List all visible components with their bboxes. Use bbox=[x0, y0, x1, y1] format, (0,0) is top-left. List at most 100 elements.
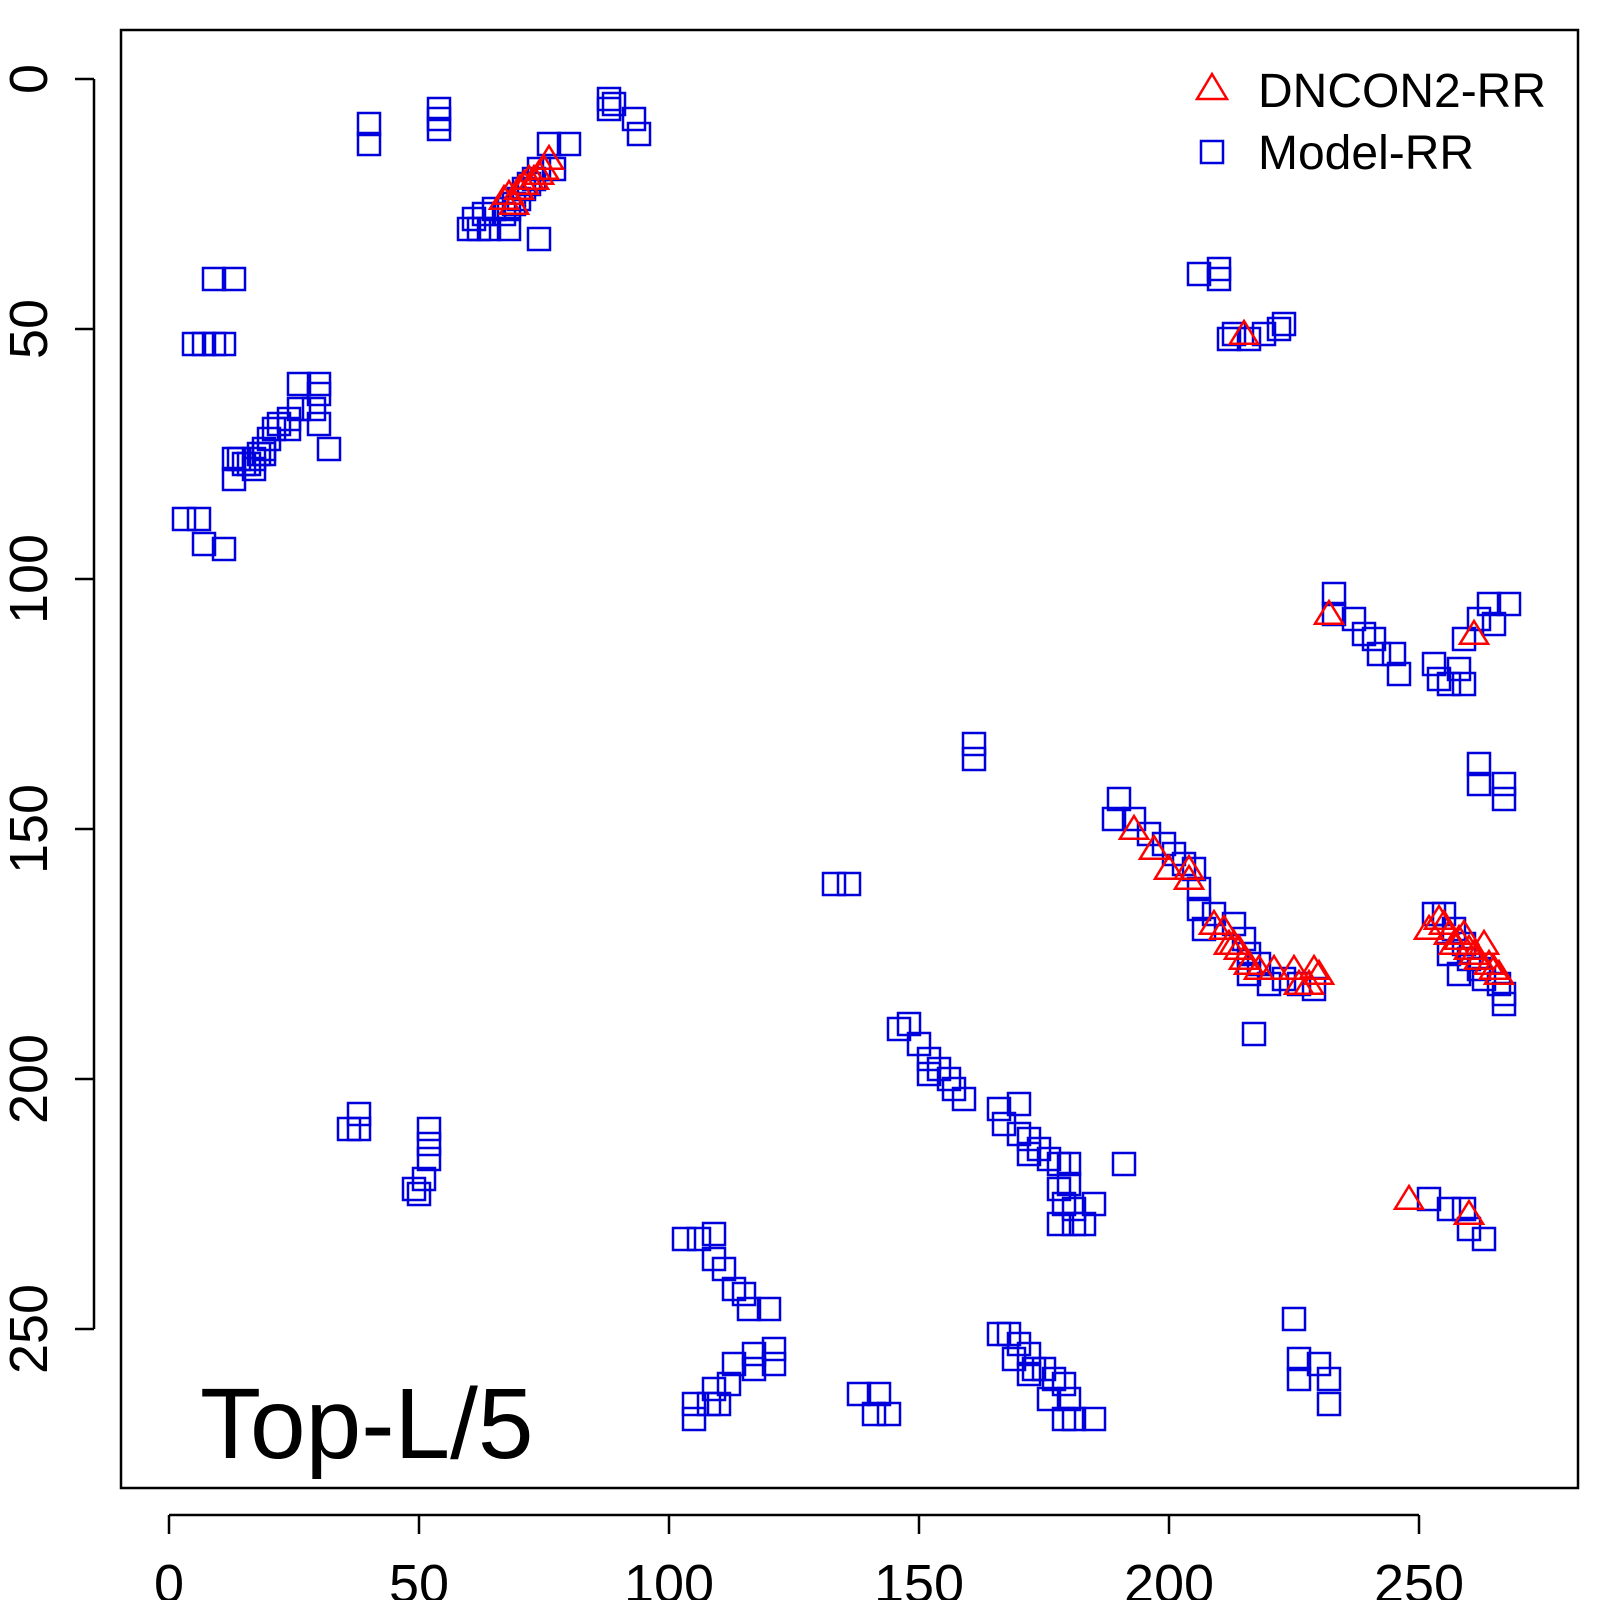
model-rr-point bbox=[336, 1116, 362, 1142]
model-rr-point bbox=[276, 416, 302, 442]
dncon2-rr-point bbox=[1422, 903, 1456, 930]
model-rr-point bbox=[701, 1376, 727, 1402]
model-rr-point bbox=[681, 1391, 707, 1417]
dncon2-rr-point bbox=[1292, 968, 1326, 995]
y-axis: 0 50 100 150 200 250 bbox=[0, 64, 96, 1374]
model-rr-point bbox=[1381, 641, 1407, 667]
legend-triangle-icon bbox=[1194, 71, 1230, 101]
dncon2-rr-point bbox=[1217, 928, 1251, 955]
model-rr-point bbox=[986, 1096, 1012, 1122]
dncon2-rr-point bbox=[522, 158, 556, 185]
model-rr-point bbox=[306, 381, 332, 407]
y-tick-label: 200 bbox=[0, 1034, 59, 1124]
model-rr-point bbox=[556, 131, 582, 157]
dncon2-rr-point bbox=[1437, 928, 1471, 955]
dncon2-rr-point bbox=[1452, 1198, 1486, 1225]
annotation-label: Top-L/5 bbox=[200, 1368, 534, 1480]
model-rr-point bbox=[1451, 626, 1477, 652]
legend-label-dncon2-rr: DNCON2-RR bbox=[1258, 65, 1546, 118]
model-rr-point bbox=[1051, 1371, 1077, 1397]
dncon2-rr-point bbox=[1227, 943, 1261, 970]
model-rr-point bbox=[416, 1116, 442, 1142]
dncon2-rr-point bbox=[1302, 958, 1336, 985]
model-rr-point bbox=[1206, 266, 1232, 292]
model-rr-point bbox=[756, 1296, 782, 1322]
y-tick-label: 100 bbox=[0, 534, 59, 624]
model-rr-point bbox=[741, 1341, 767, 1367]
dncon2-rr-point bbox=[517, 163, 551, 190]
model-rr-point bbox=[241, 456, 267, 482]
model-rr-point bbox=[836, 871, 862, 897]
model-rr-point bbox=[951, 1086, 977, 1112]
model-rr-point bbox=[741, 1356, 767, 1382]
model-rr-point bbox=[211, 331, 237, 357]
model-rr-point bbox=[1101, 806, 1127, 832]
x-tick-label: 250 bbox=[1374, 1554, 1464, 1600]
model-rr-point bbox=[1466, 771, 1492, 797]
model-rr-point bbox=[846, 1381, 872, 1407]
model-rr-point bbox=[1491, 786, 1517, 812]
model-rr-point bbox=[1001, 1346, 1027, 1372]
model-rr-point bbox=[1286, 1366, 1312, 1392]
model-rr-point bbox=[1016, 1341, 1042, 1367]
model-rr-point bbox=[1186, 261, 1212, 287]
model-rr-point bbox=[621, 106, 647, 132]
model-rr-point bbox=[1271, 311, 1297, 337]
model-rr-point bbox=[186, 506, 212, 532]
model-rr-point bbox=[1056, 1151, 1082, 1177]
series-dncon2-rr bbox=[487, 143, 1516, 1225]
model-rr-point bbox=[1071, 1211, 1097, 1237]
y-tick-label: 0 bbox=[0, 64, 59, 94]
model-rr-point bbox=[1016, 1361, 1042, 1387]
model-rr-point bbox=[1451, 671, 1477, 697]
model-rr-point bbox=[1046, 1211, 1072, 1237]
model-rr-point bbox=[1421, 651, 1447, 677]
model-rr-point bbox=[1266, 316, 1292, 342]
model-rr-point bbox=[671, 1226, 697, 1252]
dncon2-rr-point bbox=[532, 143, 566, 170]
x-tick-label: 100 bbox=[624, 1554, 714, 1600]
model-rr-point bbox=[1491, 771, 1517, 797]
dncon2-rr-point bbox=[1227, 318, 1261, 345]
model-rr-point bbox=[601, 91, 627, 117]
model-rr-point bbox=[1051, 1406, 1077, 1432]
model-rr-point bbox=[876, 1401, 902, 1427]
dncon2-rr-point bbox=[1457, 938, 1491, 965]
dncon2-rr-point bbox=[1392, 1183, 1426, 1210]
model-rr-point bbox=[1081, 1191, 1107, 1217]
model-rr-point bbox=[1471, 1226, 1497, 1252]
model-rr-point bbox=[961, 731, 987, 757]
model-rr-point bbox=[1466, 751, 1492, 777]
x-axis: 0 50 100 150 200 250 bbox=[154, 1513, 1464, 1605]
model-rr-point bbox=[356, 111, 382, 137]
model-rr-point bbox=[316, 436, 342, 462]
model-rr-point bbox=[626, 121, 652, 147]
model-rr-point bbox=[476, 216, 502, 242]
model-rr-point bbox=[1366, 641, 1392, 667]
model-rr-point bbox=[716, 1371, 742, 1397]
model-rr-point bbox=[761, 1351, 787, 1377]
model-rr-point bbox=[191, 531, 217, 557]
model-rr-point bbox=[1361, 626, 1387, 652]
dncon2-rr-point bbox=[1297, 953, 1331, 980]
dncon2-rr-point bbox=[1442, 923, 1476, 950]
model-rr-point bbox=[496, 216, 522, 242]
model-rr-point bbox=[1036, 1386, 1062, 1412]
x-tick-label: 150 bbox=[874, 1554, 964, 1600]
model-rr-point bbox=[406, 1181, 432, 1207]
dncon2-rr-point bbox=[1257, 953, 1291, 980]
dncon2-rr-point bbox=[1452, 933, 1486, 960]
model-rr-point bbox=[171, 506, 197, 532]
model-rr-point bbox=[961, 746, 987, 772]
model-rr-point bbox=[1316, 1366, 1342, 1392]
model-rr-point bbox=[356, 131, 382, 157]
x-tick-label: 0 bbox=[154, 1554, 184, 1600]
model-rr-point bbox=[211, 536, 237, 562]
x-tick-label: 50 bbox=[389, 1554, 449, 1600]
model-rr-point bbox=[596, 96, 622, 122]
dncon2-rr-point bbox=[1467, 928, 1501, 955]
model-rr-point bbox=[1016, 1141, 1042, 1167]
model-rr-point bbox=[1496, 591, 1522, 617]
model-rr-point bbox=[686, 1226, 712, 1252]
